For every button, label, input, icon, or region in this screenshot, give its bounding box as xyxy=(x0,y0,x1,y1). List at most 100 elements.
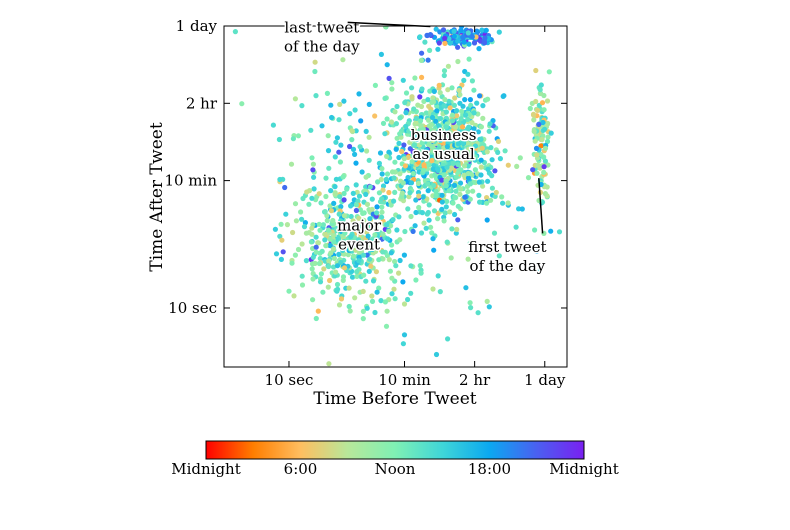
data-point xyxy=(534,152,540,158)
data-point xyxy=(401,142,407,148)
data-point xyxy=(376,160,382,166)
annotation-label: as usual xyxy=(413,145,475,163)
data-point xyxy=(306,201,312,207)
data-point xyxy=(455,203,461,209)
data-point xyxy=(346,224,352,230)
data-point xyxy=(344,186,350,192)
data-point xyxy=(288,161,295,167)
data-point xyxy=(329,114,335,121)
data-point xyxy=(389,80,395,86)
data-point xyxy=(384,116,390,122)
data-point xyxy=(400,180,406,186)
x-tick-label: 10 sec xyxy=(265,371,314,389)
scatter-points xyxy=(232,26,563,367)
data-point xyxy=(388,119,395,125)
data-point xyxy=(537,90,544,97)
data-point xyxy=(351,226,357,232)
data-point xyxy=(380,187,386,193)
data-point xyxy=(325,133,331,139)
data-point xyxy=(472,154,479,160)
data-point xyxy=(419,50,425,56)
data-point xyxy=(391,175,397,181)
data-point xyxy=(337,101,343,107)
data-point xyxy=(452,194,458,200)
colorbar-tick-label: 6:00 xyxy=(284,460,318,478)
data-point xyxy=(540,119,546,126)
data-point xyxy=(441,72,447,79)
data-point xyxy=(363,128,369,134)
data-point xyxy=(422,39,428,45)
data-point xyxy=(299,241,305,247)
data-point xyxy=(358,118,364,124)
data-point xyxy=(280,249,286,255)
data-point xyxy=(434,108,440,114)
data-point xyxy=(380,120,387,126)
data-point xyxy=(436,145,442,151)
data-point xyxy=(478,164,484,170)
data-point xyxy=(531,128,537,134)
data-point xyxy=(364,305,370,311)
data-point xyxy=(359,169,365,175)
data-point xyxy=(544,138,551,145)
data-point xyxy=(369,196,375,202)
data-point xyxy=(320,222,326,228)
data-point xyxy=(444,144,450,150)
data-point xyxy=(290,229,296,236)
data-point xyxy=(312,260,318,266)
data-point xyxy=(350,253,357,259)
data-point xyxy=(449,226,455,232)
data-point xyxy=(453,108,459,114)
data-point xyxy=(533,67,539,74)
data-point xyxy=(542,191,549,197)
data-point xyxy=(435,216,441,222)
data-point xyxy=(465,256,471,262)
data-point xyxy=(548,228,554,234)
data-point xyxy=(391,198,397,204)
annotation-halo: first tweet xyxy=(468,238,546,256)
data-point xyxy=(377,150,384,156)
data-point xyxy=(493,189,499,196)
data-point xyxy=(417,34,423,40)
data-point xyxy=(421,167,427,173)
data-point xyxy=(488,197,494,203)
data-point xyxy=(313,315,319,322)
data-point xyxy=(460,34,466,40)
data-point xyxy=(341,213,347,219)
data-point xyxy=(431,182,437,189)
data-point xyxy=(484,217,490,223)
data-point xyxy=(354,189,360,195)
data-point xyxy=(344,238,350,244)
data-point xyxy=(446,98,452,104)
data-point xyxy=(385,236,391,242)
data-point xyxy=(431,247,437,253)
data-point xyxy=(376,257,382,263)
data-point xyxy=(298,209,304,215)
data-point xyxy=(308,239,314,245)
data-point xyxy=(372,113,378,119)
data-point xyxy=(397,171,403,177)
data-point xyxy=(356,215,362,221)
data-point xyxy=(546,69,552,75)
data-point xyxy=(336,211,342,217)
data-point xyxy=(360,288,366,294)
data-point xyxy=(309,155,315,161)
data-point xyxy=(383,323,390,329)
data-point xyxy=(347,27,353,33)
data-point xyxy=(532,138,538,144)
data-point xyxy=(419,86,425,92)
data-point xyxy=(368,238,374,244)
data-point xyxy=(403,90,410,96)
data-point xyxy=(342,226,348,232)
data-point xyxy=(458,27,464,33)
data-point xyxy=(303,230,309,236)
data-point xyxy=(455,38,461,44)
data-point xyxy=(480,103,486,109)
data-point xyxy=(442,210,448,216)
data-point xyxy=(471,110,477,116)
data-point xyxy=(451,33,457,39)
data-point xyxy=(380,183,387,189)
data-point xyxy=(433,118,439,124)
data-point xyxy=(451,182,458,188)
data-point xyxy=(382,26,389,30)
data-point xyxy=(542,158,549,164)
